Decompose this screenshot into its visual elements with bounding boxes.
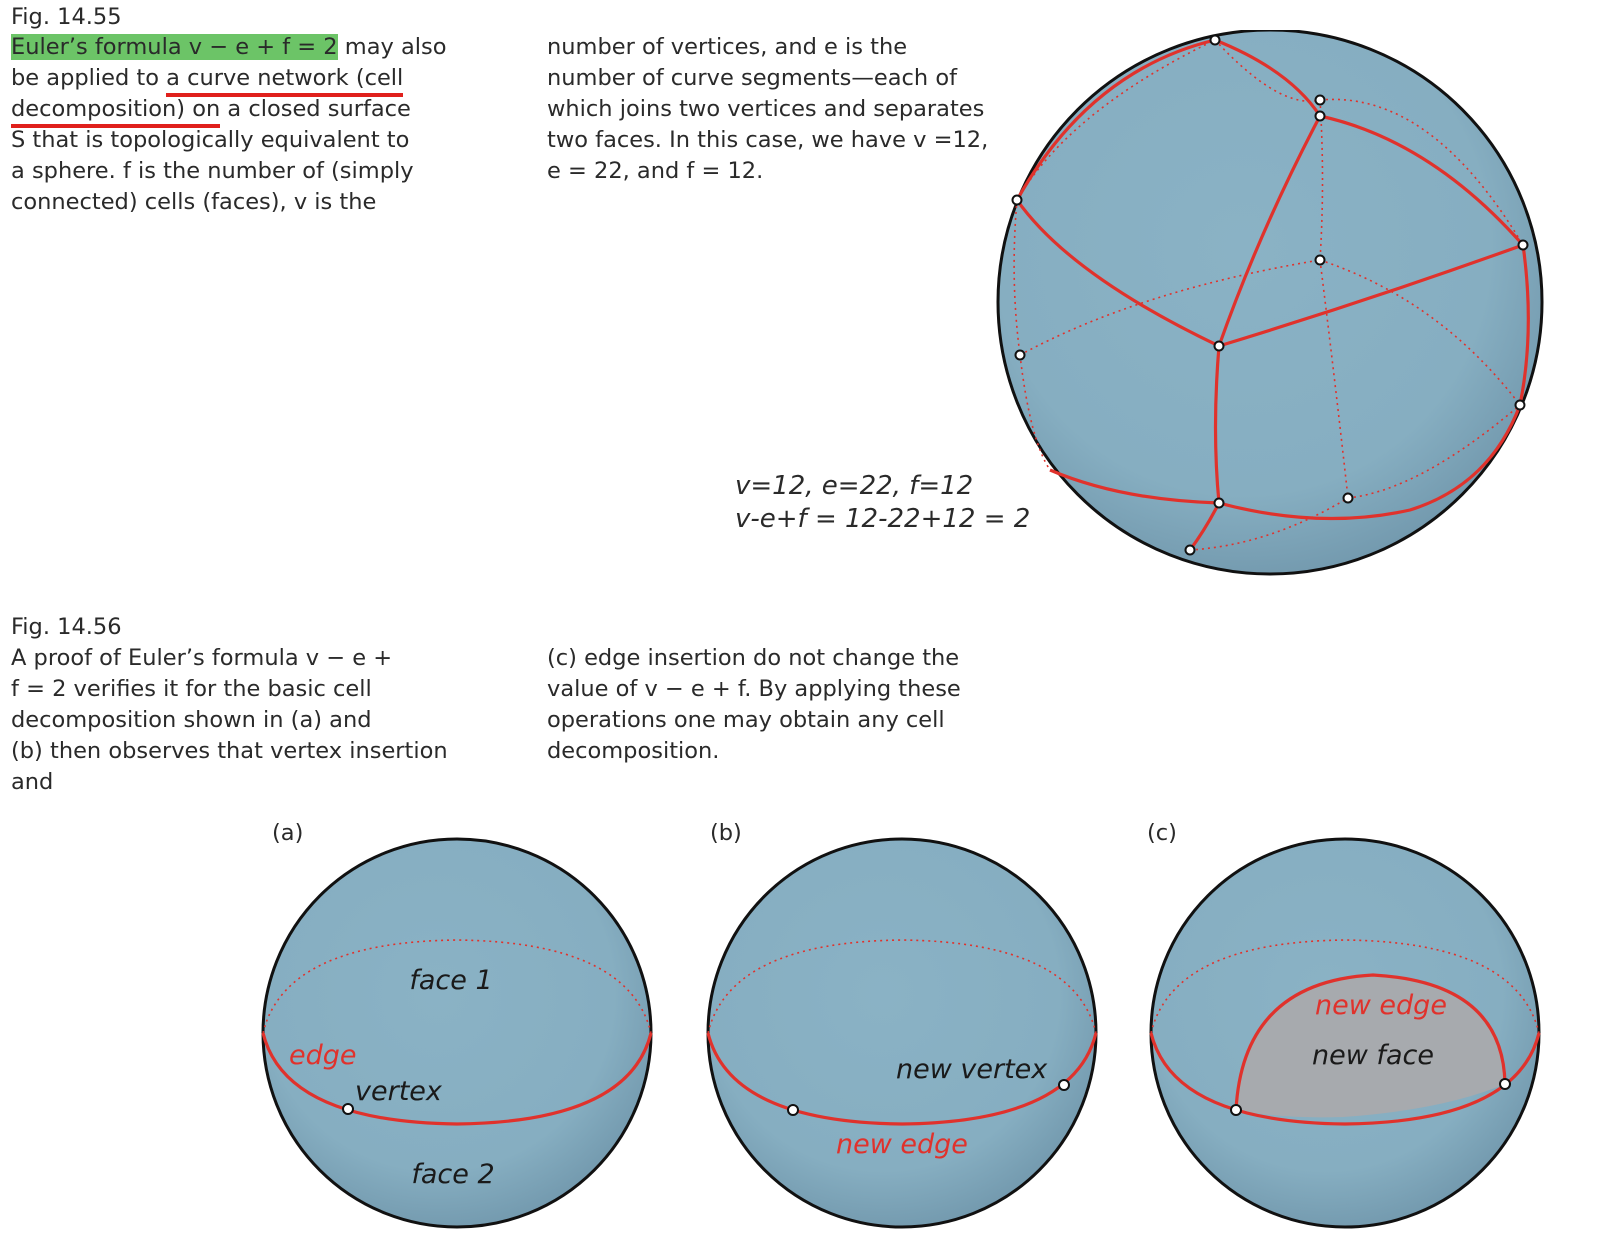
curve-network-underline: a curve network (cell <box>166 65 404 91</box>
new-vertex <box>1058 1079 1070 1091</box>
vertex <box>1230 1104 1242 1116</box>
new-vertex-label: new vertex <box>896 1054 1048 1085</box>
caption-line: number of curve segments—each of <box>547 65 958 91</box>
equator-front <box>261 1032 653 1126</box>
vertex <box>1213 497 1225 509</box>
new-face-label: new face <box>1312 1040 1434 1071</box>
vertex <box>1517 239 1529 251</box>
vertex-label: vertex <box>355 1076 443 1107</box>
fig-14-56-caption-col1: A proof of Euler’s formula v − e + f = 2… <box>11 643 448 798</box>
fig-14-56-caption-col2: (c) edge insertion do not change the val… <box>547 643 961 767</box>
caption-line: operations one may obtain any cell <box>547 707 945 733</box>
fig-14-55-label: Fig. 14.55 <box>11 4 122 30</box>
caption-line: decomposition) on a closed surface <box>11 94 446 125</box>
caption-line: number of vertices, and e is the <box>547 34 908 60</box>
equator-front <box>1149 1032 1541 1126</box>
vertex <box>1314 110 1326 122</box>
vertex <box>787 1104 799 1116</box>
vertex <box>1014 349 1026 361</box>
vertex <box>1499 1078 1511 1090</box>
fig-14-55-caption-col1: Euler’s formula v − e + f = 2 may also b… <box>11 32 446 218</box>
caption-line: f = 2 verifies it for the basic cell <box>11 676 372 702</box>
panel-b-label: (b) <box>710 820 742 846</box>
formula-line-2: v-e+f = 12-22+12 = 2 <box>735 504 1031 534</box>
caption-text: may also <box>337 34 447 60</box>
vertex <box>1342 492 1354 504</box>
caption-line: and <box>11 769 54 795</box>
vertex <box>1314 254 1326 266</box>
vertex <box>1514 399 1526 411</box>
caption-line: (b) then observes that vertex insertion <box>11 738 448 764</box>
panel-c-sphere: new edge new face <box>1149 837 1541 1229</box>
new-edge-label: new edge <box>1315 990 1447 1021</box>
euler-formula-highlight: Euler’s formula v − e + f = 2 <box>11 34 338 60</box>
panel-b-sphere: new vertex new edge <box>706 837 1098 1229</box>
caption-line: be applied to a curve network (cell <box>11 63 446 94</box>
vertex <box>1011 194 1023 206</box>
sphere-body <box>706 837 1098 1229</box>
caption-text: a closed surface <box>220 96 411 122</box>
decomposition-underline: decomposition) on <box>11 96 221 122</box>
vertex <box>1213 340 1225 352</box>
caption-line: A proof of Euler’s formula v − e + <box>11 645 393 671</box>
caption-line: decomposition. <box>547 738 720 764</box>
new-edge <box>1234 973 1507 1111</box>
caption-text: be applied to <box>11 65 167 91</box>
curve-network-sphere <box>996 30 1544 576</box>
caption-line: two faces. In this case, we have v =12, <box>547 127 989 153</box>
caption-line: which joins two vertices and separates <box>547 96 985 122</box>
caption-line: decomposition shown in (a) and <box>11 707 372 733</box>
vertex <box>1184 544 1196 556</box>
face-2-label: face 2 <box>411 1159 494 1190</box>
caption-line: S that is topologically equivalent to <box>11 127 410 153</box>
caption-line: e = 22, and f = 12. <box>547 158 764 184</box>
vertex <box>1209 34 1221 46</box>
caption-line: value of v − e + f. By applying these <box>547 676 961 702</box>
panel-c-label: (c) <box>1147 820 1177 846</box>
vertex <box>1314 94 1326 106</box>
caption-line: Euler’s formula v − e + f = 2 may also <box>11 32 446 63</box>
caption-line: (c) edge insertion do not change the <box>547 645 960 671</box>
fig-14-55-caption-col2: number of vertices, and e is the number … <box>547 32 988 187</box>
euler-count-formula: v=12, e=22, f=12 v-e+f = 12-22+12 = 2 <box>735 470 1030 536</box>
edge-label: edge <box>289 1040 357 1071</box>
caption-line: a sphere. f is the number of (simply <box>11 158 414 184</box>
formula-line-1: v=12, e=22, f=12 <box>735 471 974 501</box>
new-edge-label: new edge <box>836 1129 968 1160</box>
vertices <box>1011 34 1529 556</box>
equator-front <box>706 1032 1098 1126</box>
face-1-label: face 1 <box>409 965 492 996</box>
new-face-region <box>1236 975 1505 1118</box>
caption-line: connected) cells (faces), v is the <box>11 189 377 215</box>
fig-14-56-label: Fig. 14.56 <box>11 614 122 640</box>
vertex <box>342 1103 354 1115</box>
sphere-body <box>996 30 1544 576</box>
panel-a-sphere: face 1 edge vertex face 2 <box>261 837 653 1229</box>
panel-a-label: (a) <box>272 820 304 846</box>
